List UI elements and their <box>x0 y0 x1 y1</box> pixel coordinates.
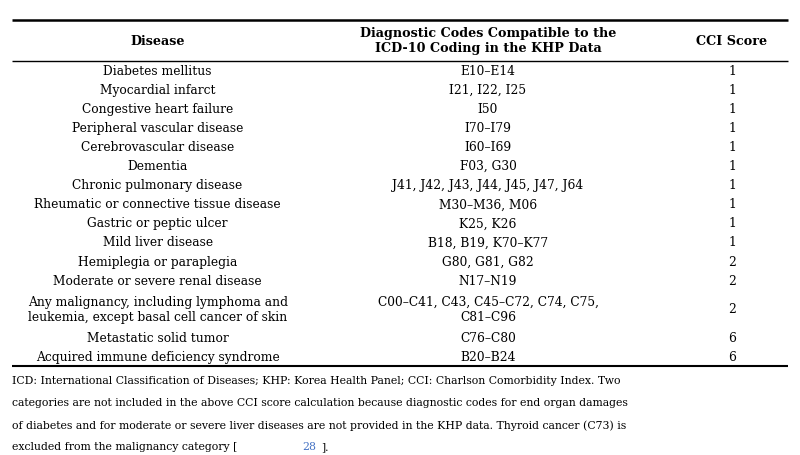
Text: 28: 28 <box>302 441 317 451</box>
Text: 1: 1 <box>728 160 736 173</box>
Text: J41, J42, J43, J44, J45, J47, J64: J41, J42, J43, J44, J45, J47, J64 <box>392 179 584 192</box>
Text: of diabetes and for moderate or severe liver diseases are not provided in the KH: of diabetes and for moderate or severe l… <box>12 419 626 430</box>
Text: B18, B19, K70–K77: B18, B19, K70–K77 <box>428 236 548 249</box>
Text: Gastric or peptic ulcer: Gastric or peptic ulcer <box>87 217 228 230</box>
Text: 6: 6 <box>728 331 736 344</box>
Text: C76–C80: C76–C80 <box>460 331 516 344</box>
Text: I70–I79: I70–I79 <box>465 121 511 135</box>
Text: Disease: Disease <box>130 35 185 47</box>
Text: Hemiplegia or paraplegia: Hemiplegia or paraplegia <box>78 255 238 268</box>
Text: B20–B24: B20–B24 <box>460 350 516 363</box>
Text: E10–E14: E10–E14 <box>461 65 515 77</box>
Text: Dementia: Dementia <box>127 160 188 173</box>
Text: Any malignancy, including lymphoma and
leukemia, except basal cell cancer of ski: Any malignancy, including lymphoma and l… <box>27 295 288 323</box>
Text: Diagnostic Codes Compatible to the
ICD-10 Coding in the KHP Data: Diagnostic Codes Compatible to the ICD-1… <box>360 27 616 55</box>
Text: C00–C41, C43, C45–C72, C74, C75,
C81–C96: C00–C41, C43, C45–C72, C74, C75, C81–C96 <box>378 295 598 323</box>
Text: Moderate or severe renal disease: Moderate or severe renal disease <box>54 274 262 287</box>
Text: I50: I50 <box>478 102 498 116</box>
Text: ].: ]. <box>321 441 328 451</box>
Text: Cerebrovascular disease: Cerebrovascular disease <box>81 141 234 154</box>
Text: Diabetes mellitus: Diabetes mellitus <box>103 65 212 77</box>
Text: 1: 1 <box>728 141 736 154</box>
Text: ICD: International Classification of Diseases; KHP: Korea Health Panel; CCI: Cha: ICD: International Classification of Dis… <box>12 375 621 385</box>
Text: 1: 1 <box>728 179 736 192</box>
Text: categories are not included in the above CCI score calculation because diagnosti: categories are not included in the above… <box>12 397 628 407</box>
Text: 1: 1 <box>728 198 736 211</box>
Text: F03, G30: F03, G30 <box>459 160 517 173</box>
Text: Peripheral vascular disease: Peripheral vascular disease <box>72 121 243 135</box>
Text: Acquired immune deficiency syndrome: Acquired immune deficiency syndrome <box>36 350 279 363</box>
Text: I21, I22, I25: I21, I22, I25 <box>450 84 526 96</box>
Text: Metastatic solid tumor: Metastatic solid tumor <box>86 331 229 344</box>
Text: 1: 1 <box>728 217 736 230</box>
Text: 2: 2 <box>728 255 736 268</box>
Text: 2: 2 <box>728 303 736 316</box>
Text: Chronic pulmonary disease: Chronic pulmonary disease <box>73 179 242 192</box>
Text: 1: 1 <box>728 121 736 135</box>
Text: G80, G81, G82: G80, G81, G82 <box>442 255 534 268</box>
Text: Myocardial infarct: Myocardial infarct <box>100 84 215 96</box>
Text: 1: 1 <box>728 65 736 77</box>
Text: Mild liver disease: Mild liver disease <box>102 236 213 249</box>
Text: Rheumatic or connective tissue disease: Rheumatic or connective tissue disease <box>34 198 281 211</box>
Text: CCI Score: CCI Score <box>697 35 767 47</box>
Text: 1: 1 <box>728 236 736 249</box>
Text: I60–I69: I60–I69 <box>464 141 512 154</box>
Text: 1: 1 <box>728 84 736 96</box>
Text: N17–N19: N17–N19 <box>458 274 518 287</box>
Text: 1: 1 <box>728 102 736 116</box>
Text: 2: 2 <box>728 274 736 287</box>
Text: 6: 6 <box>728 350 736 363</box>
Text: excluded from the malignancy category [: excluded from the malignancy category [ <box>12 441 238 451</box>
Text: K25, K26: K25, K26 <box>459 217 517 230</box>
Text: M30–M36, M06: M30–M36, M06 <box>439 198 537 211</box>
Text: Congestive heart failure: Congestive heart failure <box>82 102 234 116</box>
